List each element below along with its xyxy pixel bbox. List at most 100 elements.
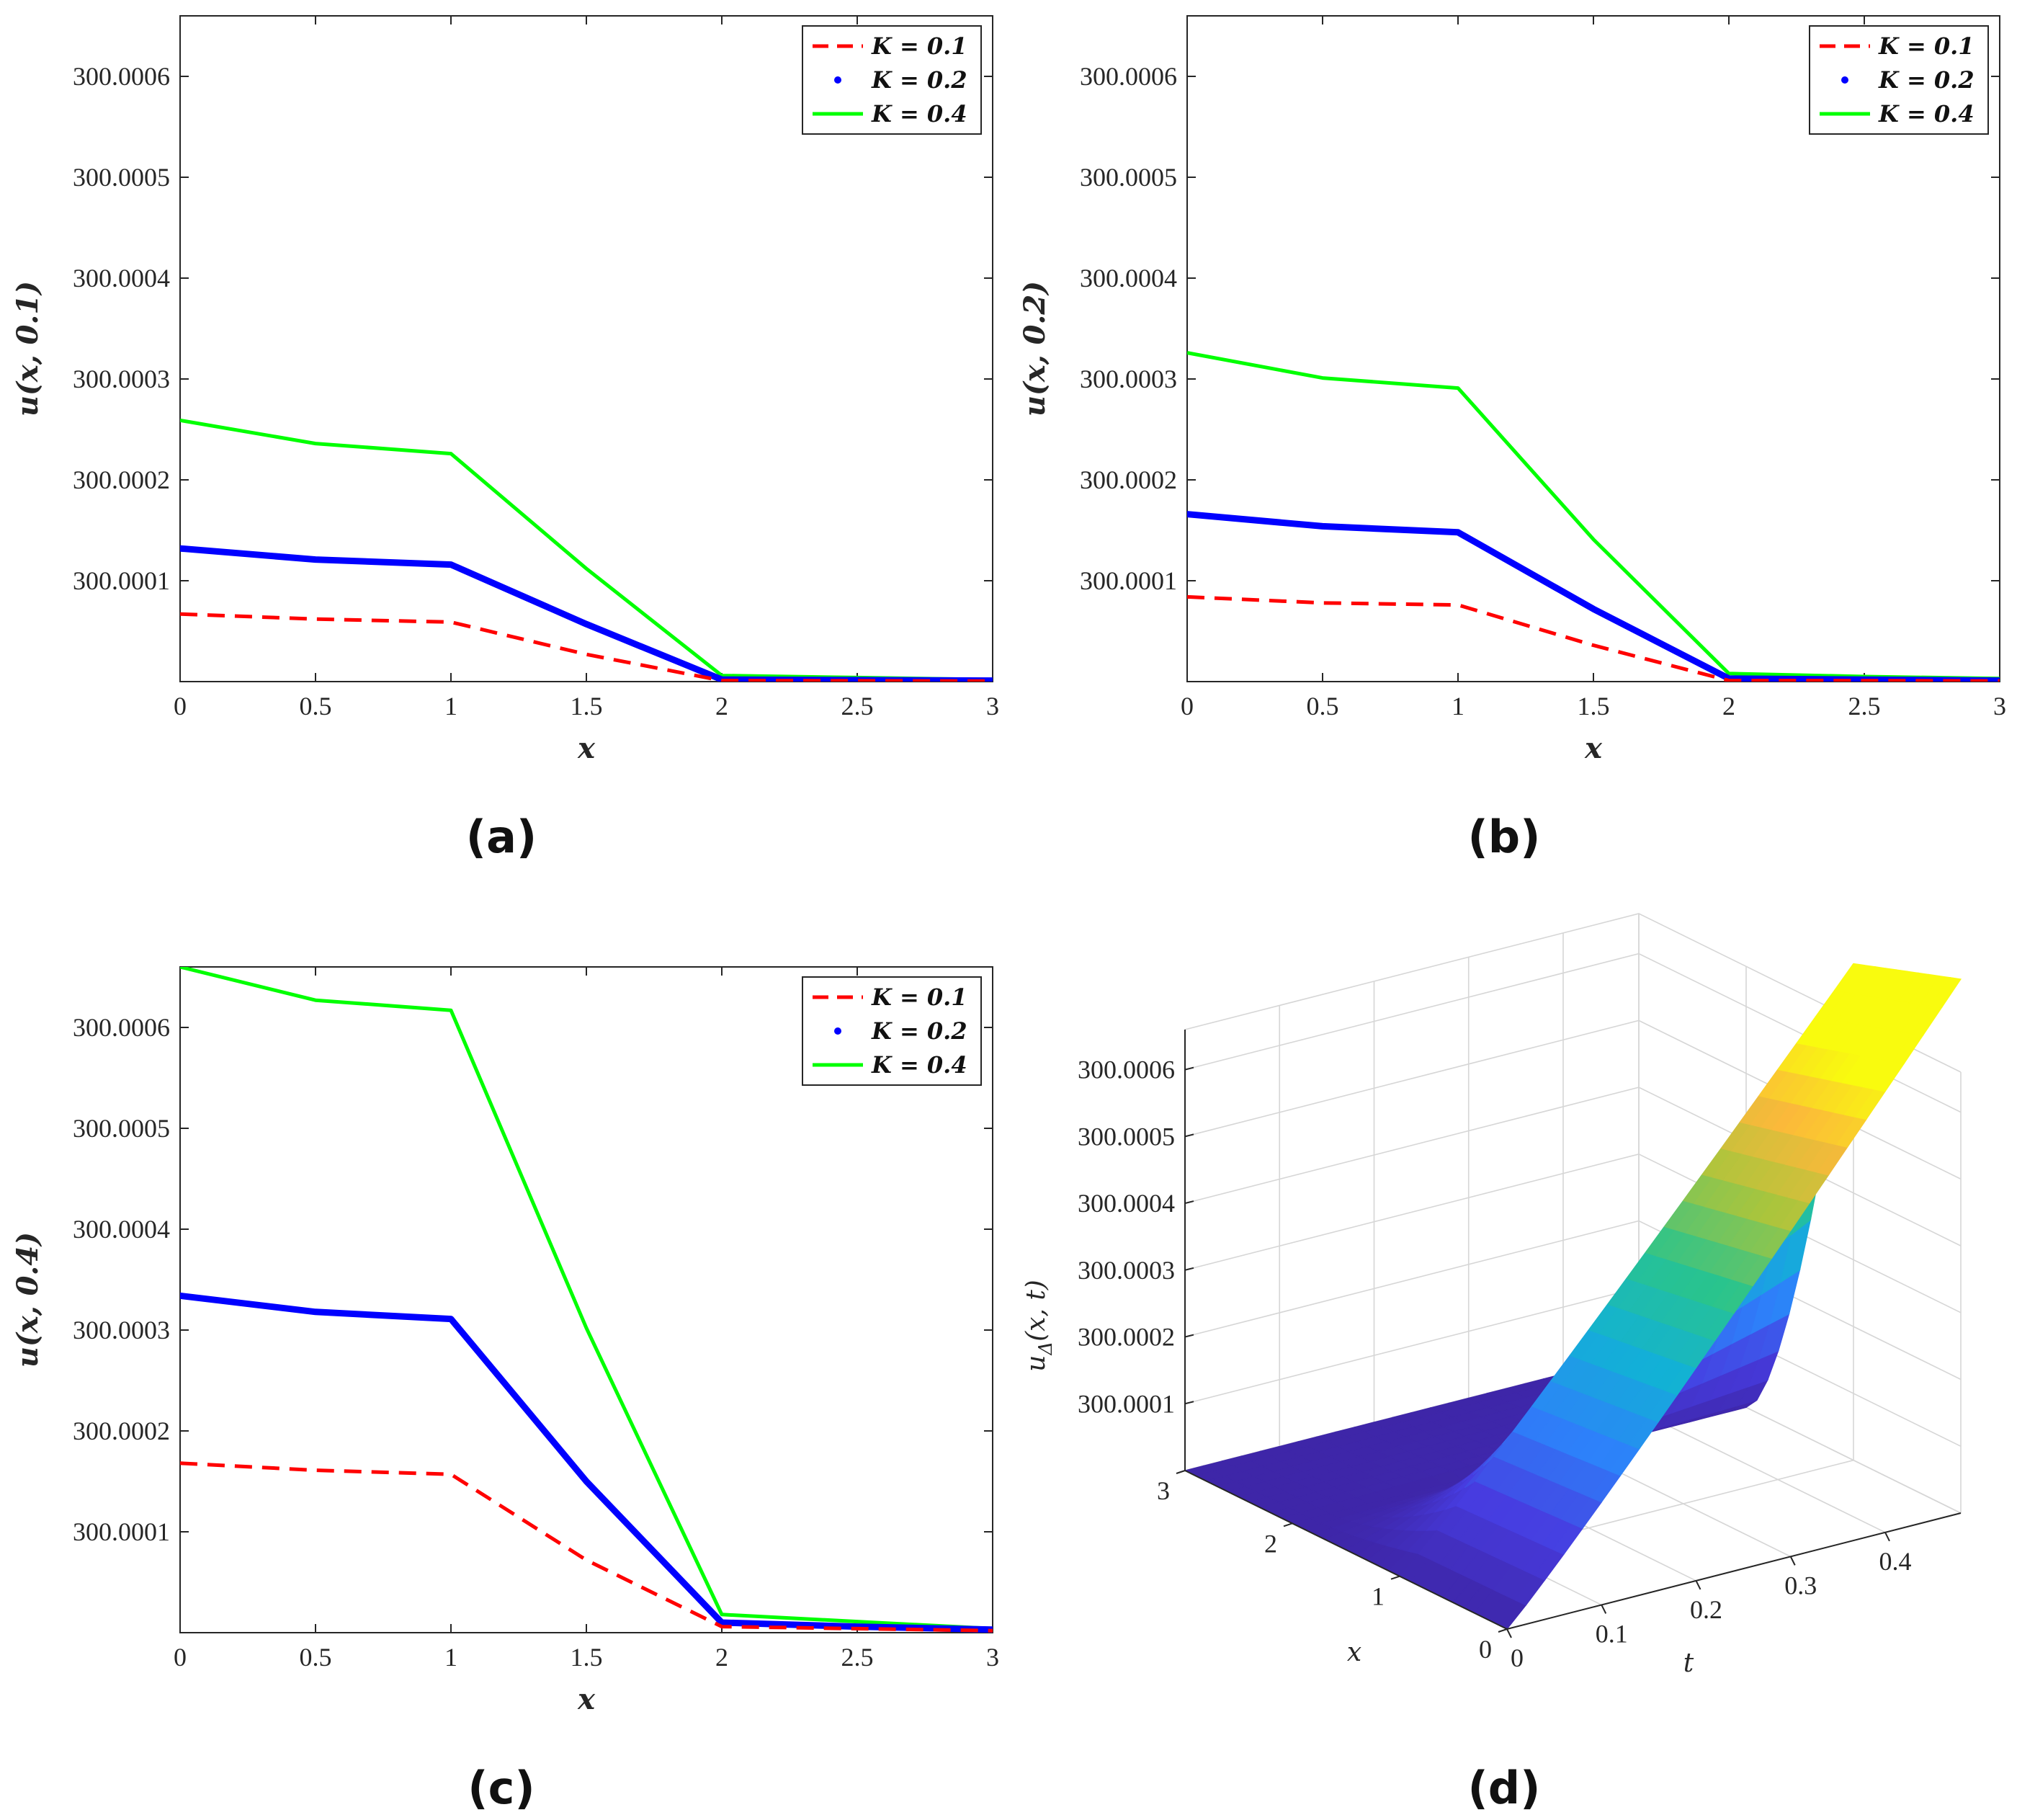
x-axis-label: x <box>577 1682 596 1716</box>
z-tick-label: 300.0004 <box>1078 1189 1175 1218</box>
y-tick-label: 300.0002 <box>73 1417 170 1445</box>
y-axis-label: u(x, 0.1) <box>11 281 45 416</box>
legend-entry-label: K = 0.1 <box>871 983 967 1011</box>
x-ticks: 0 0.5 1 1.5 2 2.5 3 <box>1181 16 2006 721</box>
legend-swatch <box>1841 76 1848 84</box>
y-tick-label: 300.0002 <box>1080 465 1177 494</box>
x-tick-label: 1.5 <box>571 1643 603 1672</box>
legend-entry-label: K = 0.2 <box>871 1017 967 1045</box>
series-line-2 <box>180 967 993 1631</box>
x-tick-label: 2 <box>1722 692 1735 721</box>
y-tick-label: 300.0004 <box>73 1215 170 1244</box>
series-line-0 <box>180 1461 993 1633</box>
series-group <box>180 967 993 1633</box>
grid-line <box>1184 1087 1962 1246</box>
x-tick-label: 1 <box>444 692 457 721</box>
y-ticks: 300.0001 300.0002 300.0003 300.0004 300.0005… <box>73 62 993 595</box>
x-tick-label: 2.5 <box>841 692 874 721</box>
z-axis-label-sub: Δ <box>1035 1342 1057 1356</box>
y-tick-label: 300.0006 <box>73 1013 170 1042</box>
z-axis-label-args: (x, t) <box>1021 1280 1051 1342</box>
x-tick-label: 1.5 <box>571 692 603 721</box>
panel-label-c: (c) <box>468 1762 535 1814</box>
x-tick-label: 3 <box>986 692 999 721</box>
legend-swatch <box>834 1027 841 1035</box>
legend-box <box>802 25 982 135</box>
x-tick-label: 0.5 <box>1307 692 1339 721</box>
x-tick-label: 0 <box>1181 692 1194 721</box>
x-axis-line <box>1184 1470 1508 1630</box>
z-tick-label: 300.0005 <box>1078 1122 1175 1151</box>
grid-line <box>1184 1220 1962 1380</box>
surface-patch <box>1930 977 1962 1008</box>
x-tick-label: 1 <box>1452 692 1464 721</box>
legend: K = 0.1 K = 0.2 K = 0.4 <box>802 976 982 1086</box>
t-tick-label: 0.2 <box>1690 1595 1722 1624</box>
y-ticks: 300.0001 300.0002 300.0003 300.0004 300.0005… <box>1080 62 2000 595</box>
chart-a: 300.0001 300.0002 300.0003 300.0004 300.0005… <box>11 15 999 863</box>
y-tick-label: 300.0005 <box>1080 163 1177 192</box>
t-tick-mark <box>1695 1580 1701 1590</box>
x-tick-label: 0 <box>1479 1635 1492 1664</box>
chart-b: 300.0001 300.0002 300.0003 300.0004 300.0005… <box>1018 15 2006 863</box>
panel-label-a: (a) <box>466 811 537 863</box>
legend: K = 0.1 K = 0.2 K = 0.4 <box>802 25 982 135</box>
y-tick-label: 300.0002 <box>73 465 170 494</box>
ticks-3d: 0 0.1 0.2 0.3 0.4 0 1 2 3 300.0001 300.0002 300.000… <box>1078 1030 1962 1672</box>
chart-d-surface: 0 0.1 0.2 0.3 0.4 0 1 2 3 300.0001 300.0002 300.000… <box>1021 913 1962 1814</box>
x-axis-label: x <box>577 731 596 765</box>
y-tick-label: 300.0005 <box>73 1114 170 1143</box>
z-tick-label: 300.0003 <box>1078 1256 1175 1285</box>
y-tick-label: 300.0003 <box>73 1316 170 1344</box>
y-tick-label: 300.0001 <box>73 566 170 595</box>
z-tick-label: 300.0001 <box>1078 1389 1175 1418</box>
x-tick-label: 0.5 <box>300 1643 332 1672</box>
t-tick-label: 0 <box>1511 1643 1524 1672</box>
x-ticks: 0 0.5 1 1.5 2 2.5 3 <box>174 967 999 1672</box>
series-group <box>180 418 993 682</box>
legend-entry-label: K = 0.1 <box>1878 32 1974 60</box>
t-tick-mark <box>1601 1605 1607 1614</box>
y-axis-label: u(x, 0.2) <box>1018 281 1052 416</box>
x-tick-label: 0 <box>174 1643 187 1672</box>
y-axis-label: u(x, 0.4) <box>11 1232 45 1368</box>
legend-box <box>1809 25 1989 135</box>
y-tick-label: 300.0003 <box>1080 365 1177 393</box>
x-tick-label: 1.5 <box>1578 692 1610 721</box>
legend-entry-label: K = 0.4 <box>871 100 967 128</box>
x-tick-label: 3 <box>1993 692 2006 721</box>
x-tick-label: 2.5 <box>1848 692 1881 721</box>
t-axis-label: t <box>1683 1649 1694 1678</box>
x-axis-label: x <box>1584 731 1603 765</box>
y-ticks: 300.0001 300.0002 300.0003 300.0004 300.0005… <box>73 1013 993 1546</box>
z-tick-mark <box>1184 1200 1194 1205</box>
x-ticks: 0 0.5 1 1.5 2 2.5 3 <box>174 16 999 721</box>
y-tick-label: 300.0003 <box>73 365 170 393</box>
x-tick-label: 1 <box>444 1643 457 1672</box>
legend-entry-label: K = 0.2 <box>1878 66 1974 94</box>
z-axis-label: uΔ(x, t) <box>1021 1280 1057 1372</box>
x-axis-label: x <box>1347 1638 1361 1667</box>
x-tick-mark <box>1390 1575 1400 1580</box>
t-tick-label: 0.1 <box>1596 1619 1628 1648</box>
grid-line <box>1184 1153 1962 1313</box>
x-tick-label: 2 <box>715 1643 728 1672</box>
legend-entry-label: K = 0.4 <box>1878 100 1974 128</box>
y-tick-label: 300.0005 <box>73 163 170 192</box>
x-tick-label: 2.5 <box>841 1643 874 1672</box>
y-tick-label: 300.0001 <box>73 1517 170 1546</box>
y-tick-label: 300.0006 <box>73 62 170 91</box>
legend-entry-label: K = 0.1 <box>871 32 967 60</box>
legend: K = 0.1 K = 0.2 K = 0.4 <box>1809 25 1989 135</box>
y-tick-label: 300.0006 <box>1080 62 1177 91</box>
z-axis-label-base: u <box>1021 1355 1051 1372</box>
x-tick-label: 2 <box>715 692 728 721</box>
z-tick-mark <box>1184 1066 1194 1071</box>
series-line-1 <box>180 545 993 682</box>
legend-entry-label: K = 0.4 <box>871 1051 967 1079</box>
y-tick-label: 300.0001 <box>1080 566 1177 595</box>
t-tick-label: 0.4 <box>1879 1547 1912 1576</box>
surface <box>1184 963 1962 1630</box>
x-tick-label: 1 <box>1372 1582 1385 1611</box>
